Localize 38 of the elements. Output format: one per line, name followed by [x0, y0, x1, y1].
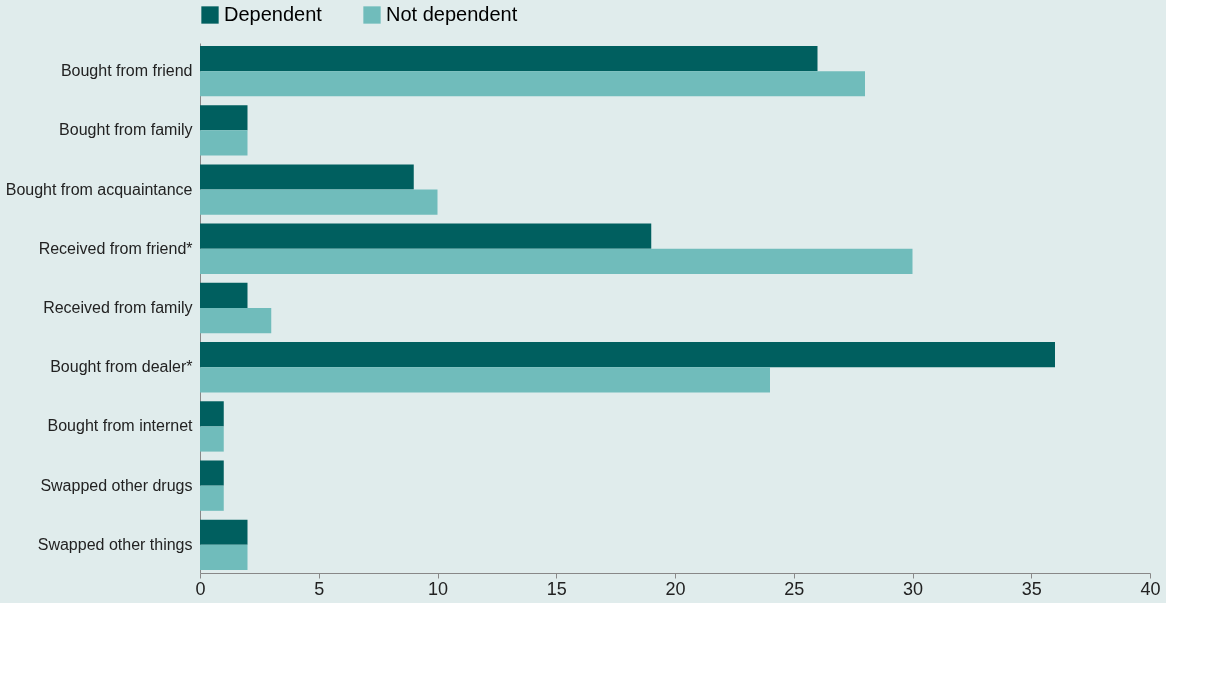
y-tick-label: Bought from internet: [47, 417, 194, 435]
bar: [200, 485, 224, 511]
bar: [200, 130, 248, 156]
bar: [200, 367, 770, 393]
bar: [200, 223, 652, 249]
bar: [200, 401, 224, 427]
legend-label: Not dependent: [386, 3, 518, 25]
bar: [200, 519, 248, 545]
x-tick-label: 15: [546, 578, 567, 599]
bar: [200, 248, 913, 274]
y-tick-label: Received from family: [43, 299, 193, 316]
y-tick-label: Swapped other drugs: [40, 476, 193, 494]
bar: [200, 105, 248, 131]
y-tick-label: Bought from dealer*: [50, 358, 193, 376]
bar: [200, 342, 1055, 368]
x-tick-label: 10: [427, 578, 449, 599]
legend-label: Dependent: [224, 3, 323, 25]
bar: [200, 308, 272, 334]
bar: [200, 544, 248, 571]
bar: [200, 282, 248, 308]
x-tick-label: 5: [314, 578, 325, 599]
y-tick-label: Swapped other things: [37, 535, 193, 553]
y-tick-label: Bought from acquaintance: [5, 180, 193, 198]
y-tick-label: Bought from family: [59, 121, 193, 139]
bar: [200, 426, 224, 452]
y-tick-label: Received from friend*: [38, 239, 193, 257]
x-tick-label: 30: [902, 578, 924, 599]
bar: [200, 71, 865, 97]
bar: [200, 460, 224, 486]
x-tick-label: 20: [665, 578, 686, 599]
bar: [200, 164, 414, 190]
y-tick-label: Bought from friend: [60, 62, 193, 80]
x-tick-label: 40: [1140, 578, 1161, 599]
x-tick-label: 35: [1021, 578, 1042, 599]
x-tick-label: 0: [195, 578, 206, 599]
bar: [200, 189, 438, 215]
bar: [200, 45, 818, 72]
x-tick-label: 25: [784, 578, 805, 599]
